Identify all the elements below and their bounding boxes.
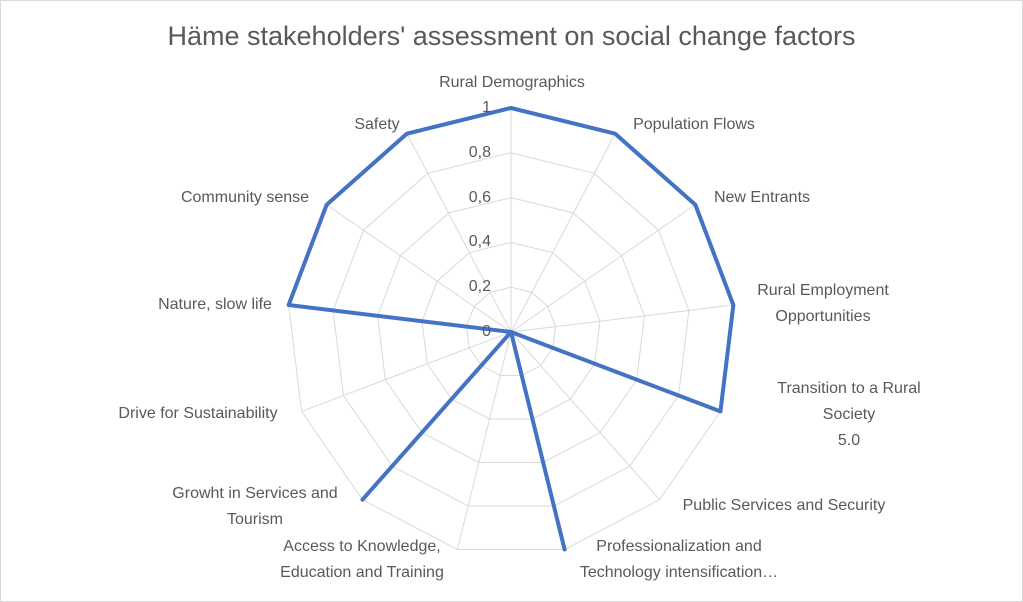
category-label: Access to Knowledge, Education and Train… [280,538,444,581]
category-label: Rural Employment Opportunities [757,282,889,325]
tick-label: 0,8 [468,143,491,161]
axis-spoke [456,331,512,550]
grid-ring [332,152,690,507]
category-label: Nature, slow life [158,296,272,313]
axis-spoke [510,133,616,333]
category-label: Community sense [180,189,310,206]
axis-spoke [406,133,512,333]
category-label: New Entrants [713,189,811,206]
grid-ring [466,286,556,376]
axis-spoke [326,204,512,333]
category-label: Population Flows [633,116,755,133]
grid-ring [421,241,601,420]
category-label: Rural Demographics [439,74,585,91]
tick-label: 0,2 [468,278,491,296]
grid-ring [377,197,645,463]
axis-spoke [510,331,660,500]
axis-spoke [510,304,734,333]
tick-label: 0,6 [468,188,491,206]
axis-spoke [301,331,512,412]
category-label: Professionalization and Technology inten… [579,538,779,581]
category-label: Growht in Services and Tourism [172,485,338,528]
category-label: Public Services and Security [682,497,886,514]
tick-label: 1 [482,99,491,116]
series-line [286,106,736,552]
tick-label: 0 [482,323,491,340]
axis-spoke [510,204,696,333]
category-label: Safety [354,116,400,133]
tick-label: 0,4 [468,233,491,251]
chart-title: Häme stakeholders' assessment on social … [167,21,856,51]
category-label: Transition to a Rural Society 5.0 [777,380,921,449]
category-label: Drive for Sustainability [118,405,278,422]
